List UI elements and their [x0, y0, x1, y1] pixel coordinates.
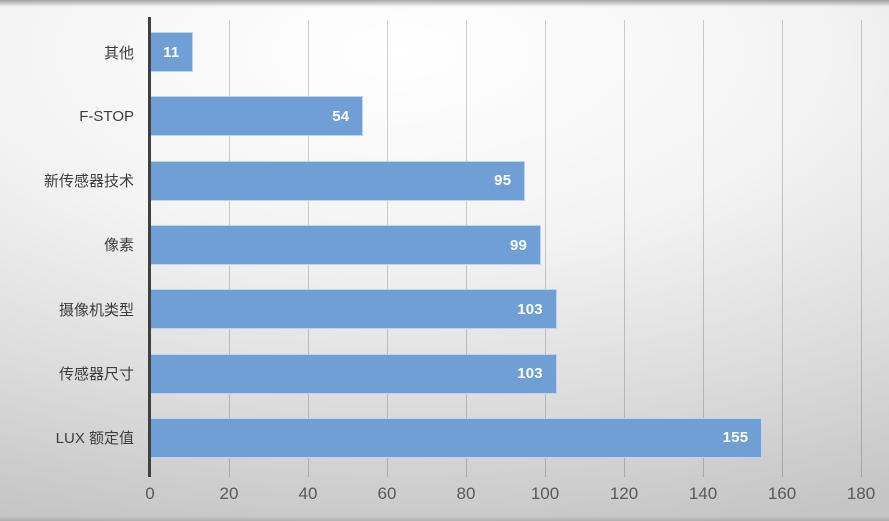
bar-value-label: 54 [332, 107, 350, 125]
bar: 99 [150, 225, 542, 265]
bar: 103 [150, 353, 557, 394]
bar: 11 [150, 32, 194, 73]
category-label: 其他 [103, 44, 134, 62]
x-tick-label: 180 [846, 484, 876, 503]
bar-value-label: 11 [163, 43, 180, 61]
category-label: LUX 额定值 [55, 430, 134, 448]
x-tick-label: 120 [609, 484, 639, 503]
x-tick-label: 0 [145, 484, 155, 503]
category-label: 像素 [103, 237, 134, 255]
category-label: F-STOP [79, 107, 134, 125]
x-tick-label: 140 [688, 484, 718, 503]
x-tick-label: 20 [219, 484, 239, 503]
bar-value-label: 95 [494, 172, 512, 190]
x-tick-label: 80 [456, 484, 476, 503]
x-tick-label: 40 [298, 484, 318, 503]
x-tick-label: 160 [767, 484, 797, 503]
gridline [782, 20, 783, 477]
y-axis-line [148, 17, 151, 477]
bar: 155 [150, 417, 763, 458]
gridline [545, 20, 546, 477]
category-label: 摄像机类型 [58, 301, 134, 319]
x-tick-label: 60 [377, 484, 397, 503]
category-label: 传感器尺寸 [58, 366, 134, 384]
bar: 103 [150, 289, 557, 330]
category-label: 新传感器技术 [43, 173, 134, 191]
bar: 54 [150, 96, 364, 137]
bar: 95 [150, 160, 526, 201]
gridline [624, 20, 625, 477]
gridline [861, 20, 862, 477]
bar-value-label: 99 [509, 236, 528, 254]
plot-area: 11 54 95 99 103 103 155 [150, 20, 862, 477]
x-tick-label: 100 [530, 484, 560, 503]
gridline [703, 20, 704, 477]
bar-value-label: 155 [722, 429, 749, 447]
bar-value-label: 103 [517, 365, 543, 383]
bar-value-label: 103 [517, 300, 543, 318]
